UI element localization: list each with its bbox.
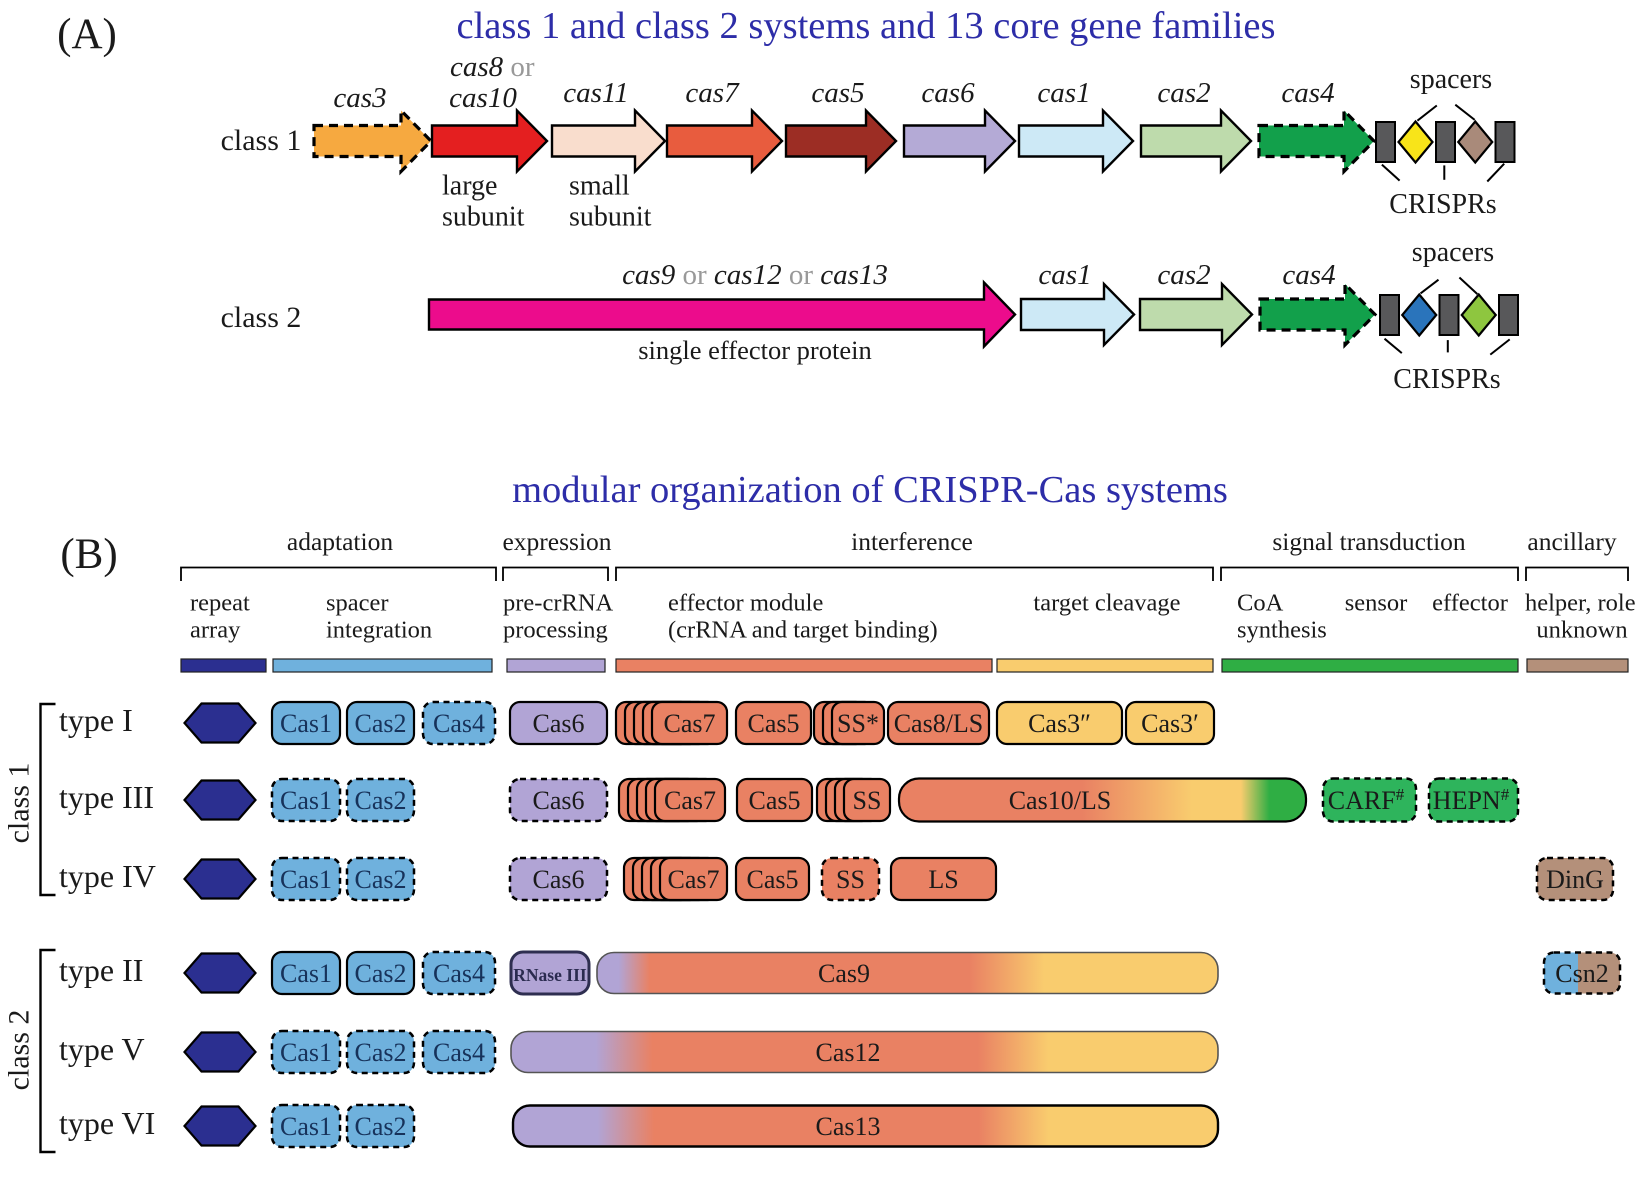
svg-text:modular organization of CRISPR: modular organization of CRISPR-Cas syste…	[512, 469, 1228, 511]
svg-text:pre-crRNA: pre-crRNA	[503, 590, 614, 617]
svg-text:unknown: unknown	[1536, 617, 1627, 644]
svg-text:(crRNA and target binding): (crRNA and target binding)	[668, 617, 938, 644]
svg-text:effector module: effector module	[668, 590, 823, 617]
svg-text:Cas5: Cas5	[747, 865, 799, 894]
svg-text:large: large	[442, 171, 497, 202]
svg-text:class 1: class 1	[221, 124, 302, 157]
svg-text:class 2: class 2	[3, 1010, 36, 1091]
svg-text:cas4: cas4	[1281, 77, 1334, 109]
svg-text:sensor: sensor	[1345, 590, 1408, 617]
svg-text:spacers: spacers	[1412, 237, 1494, 268]
svg-text:Cas6: Cas6	[533, 786, 585, 815]
svg-text:RNase III: RNase III	[513, 965, 587, 985]
svg-text:adaptation: adaptation	[287, 527, 393, 556]
svg-text:cas1: cas1	[1038, 259, 1091, 291]
svg-text:Cas3″: Cas3″	[1028, 709, 1091, 738]
svg-text:CARF#: CARF#	[1328, 785, 1405, 815]
svg-text:Cas6: Cas6	[533, 865, 585, 894]
svg-text:spacers: spacers	[1410, 64, 1492, 95]
svg-text:Cas2: Cas2	[355, 709, 407, 738]
svg-text:CRISPRs: CRISPRs	[1393, 364, 1500, 395]
svg-text:cas2: cas2	[1157, 77, 1210, 109]
svg-text:Cas4: Cas4	[433, 1038, 485, 1067]
svg-text:Cas7: Cas7	[668, 865, 720, 894]
svg-text:Cas9: Cas9	[818, 959, 870, 988]
svg-text:class 1: class 1	[3, 763, 36, 844]
svg-text:repeat: repeat	[190, 590, 250, 617]
svg-text:cas1: cas1	[1037, 77, 1090, 109]
svg-text:Cas13: Cas13	[816, 1112, 881, 1141]
svg-text:interference: interference	[851, 527, 973, 556]
svg-text:synthesis: synthesis	[1237, 617, 1327, 644]
svg-text:SS*: SS*	[837, 709, 879, 738]
svg-text:type V: type V	[59, 1031, 145, 1067]
svg-text:single effector protein: single effector protein	[638, 335, 872, 365]
svg-text:subunit: subunit	[569, 202, 652, 233]
svg-text:array: array	[190, 617, 241, 644]
svg-text:SS: SS	[836, 865, 865, 894]
svg-text:Cas2: Cas2	[355, 865, 407, 894]
svg-text:cas6: cas6	[921, 77, 975, 109]
svg-text:LS: LS	[928, 865, 958, 894]
svg-text:Csn2: Csn2	[1555, 959, 1608, 988]
svg-text:cas9 or cas12 or cas13: cas9 or cas12 or cas13	[622, 259, 888, 291]
svg-text:Cas2: Cas2	[355, 959, 407, 988]
svg-text:SS: SS	[853, 786, 882, 815]
svg-text:Cas5: Cas5	[748, 709, 800, 738]
svg-text:Cas10/LS: Cas10/LS	[1009, 786, 1112, 815]
svg-text:Cas2: Cas2	[355, 1112, 407, 1141]
svg-text:(B): (B)	[60, 531, 117, 578]
svg-text:type IV: type IV	[59, 858, 156, 894]
svg-text:cas2: cas2	[1157, 259, 1210, 291]
svg-text:helper, role: helper, role	[1525, 590, 1636, 617]
svg-text:processing: processing	[503, 617, 608, 644]
svg-text:ancillary: ancillary	[1527, 527, 1616, 556]
svg-text:DinG: DinG	[1546, 865, 1604, 894]
svg-text:Cas1: Cas1	[280, 709, 332, 738]
svg-text:cas4: cas4	[1282, 259, 1335, 291]
svg-text:Cas1: Cas1	[280, 959, 332, 988]
svg-text:CoA: CoA	[1237, 590, 1284, 617]
svg-text:class 1 and class 2 systems an: class 1 and class 2 systems and 13 core …	[457, 5, 1276, 47]
svg-text:HEPN#: HEPN#	[1433, 785, 1510, 815]
svg-text:Cas2: Cas2	[355, 786, 407, 815]
svg-text:Cas3′: Cas3′	[1141, 709, 1199, 738]
svg-text:cas8 or: cas8 or	[450, 51, 535, 83]
svg-text:Cas4: Cas4	[433, 709, 485, 738]
svg-text:Cas4: Cas4	[433, 959, 485, 988]
svg-text:target cleavage: target cleavage	[1033, 590, 1180, 617]
svg-text:Cas2: Cas2	[355, 1038, 407, 1067]
svg-text:class 2: class 2	[221, 301, 302, 334]
svg-text:cas10: cas10	[449, 82, 517, 114]
svg-text:CRISPRs: CRISPRs	[1389, 189, 1496, 220]
svg-text:cas5: cas5	[811, 77, 864, 109]
svg-text:Cas8/LS: Cas8/LS	[894, 709, 984, 738]
svg-text:(A): (A)	[57, 11, 117, 58]
svg-text:Cas1: Cas1	[280, 865, 332, 894]
svg-text:type II: type II	[59, 952, 143, 988]
svg-text:subunit: subunit	[442, 202, 525, 233]
svg-text:small: small	[569, 171, 630, 202]
svg-text:type VI: type VI	[59, 1105, 155, 1141]
svg-text:Cas6: Cas6	[533, 709, 585, 738]
svg-text:effector: effector	[1432, 590, 1508, 617]
svg-text:Cas12: Cas12	[816, 1038, 881, 1067]
svg-text:Cas5: Cas5	[749, 786, 801, 815]
svg-text:type III: type III	[59, 779, 154, 815]
svg-text:Cas1: Cas1	[280, 786, 332, 815]
svg-text:spacer: spacer	[326, 590, 389, 617]
svg-text:expression: expression	[502, 527, 611, 556]
svg-text:Cas7: Cas7	[664, 786, 716, 815]
svg-text:cas3: cas3	[333, 82, 386, 114]
svg-text:signal transduction: signal transduction	[1272, 527, 1466, 556]
svg-text:Cas1: Cas1	[280, 1112, 332, 1141]
svg-text:integration: integration	[326, 617, 432, 644]
svg-text:type I: type I	[59, 702, 133, 738]
svg-text:Cas1: Cas1	[280, 1038, 332, 1067]
svg-text:cas11: cas11	[563, 77, 629, 109]
svg-text:cas7: cas7	[685, 77, 740, 109]
svg-text:Cas7: Cas7	[664, 709, 716, 738]
